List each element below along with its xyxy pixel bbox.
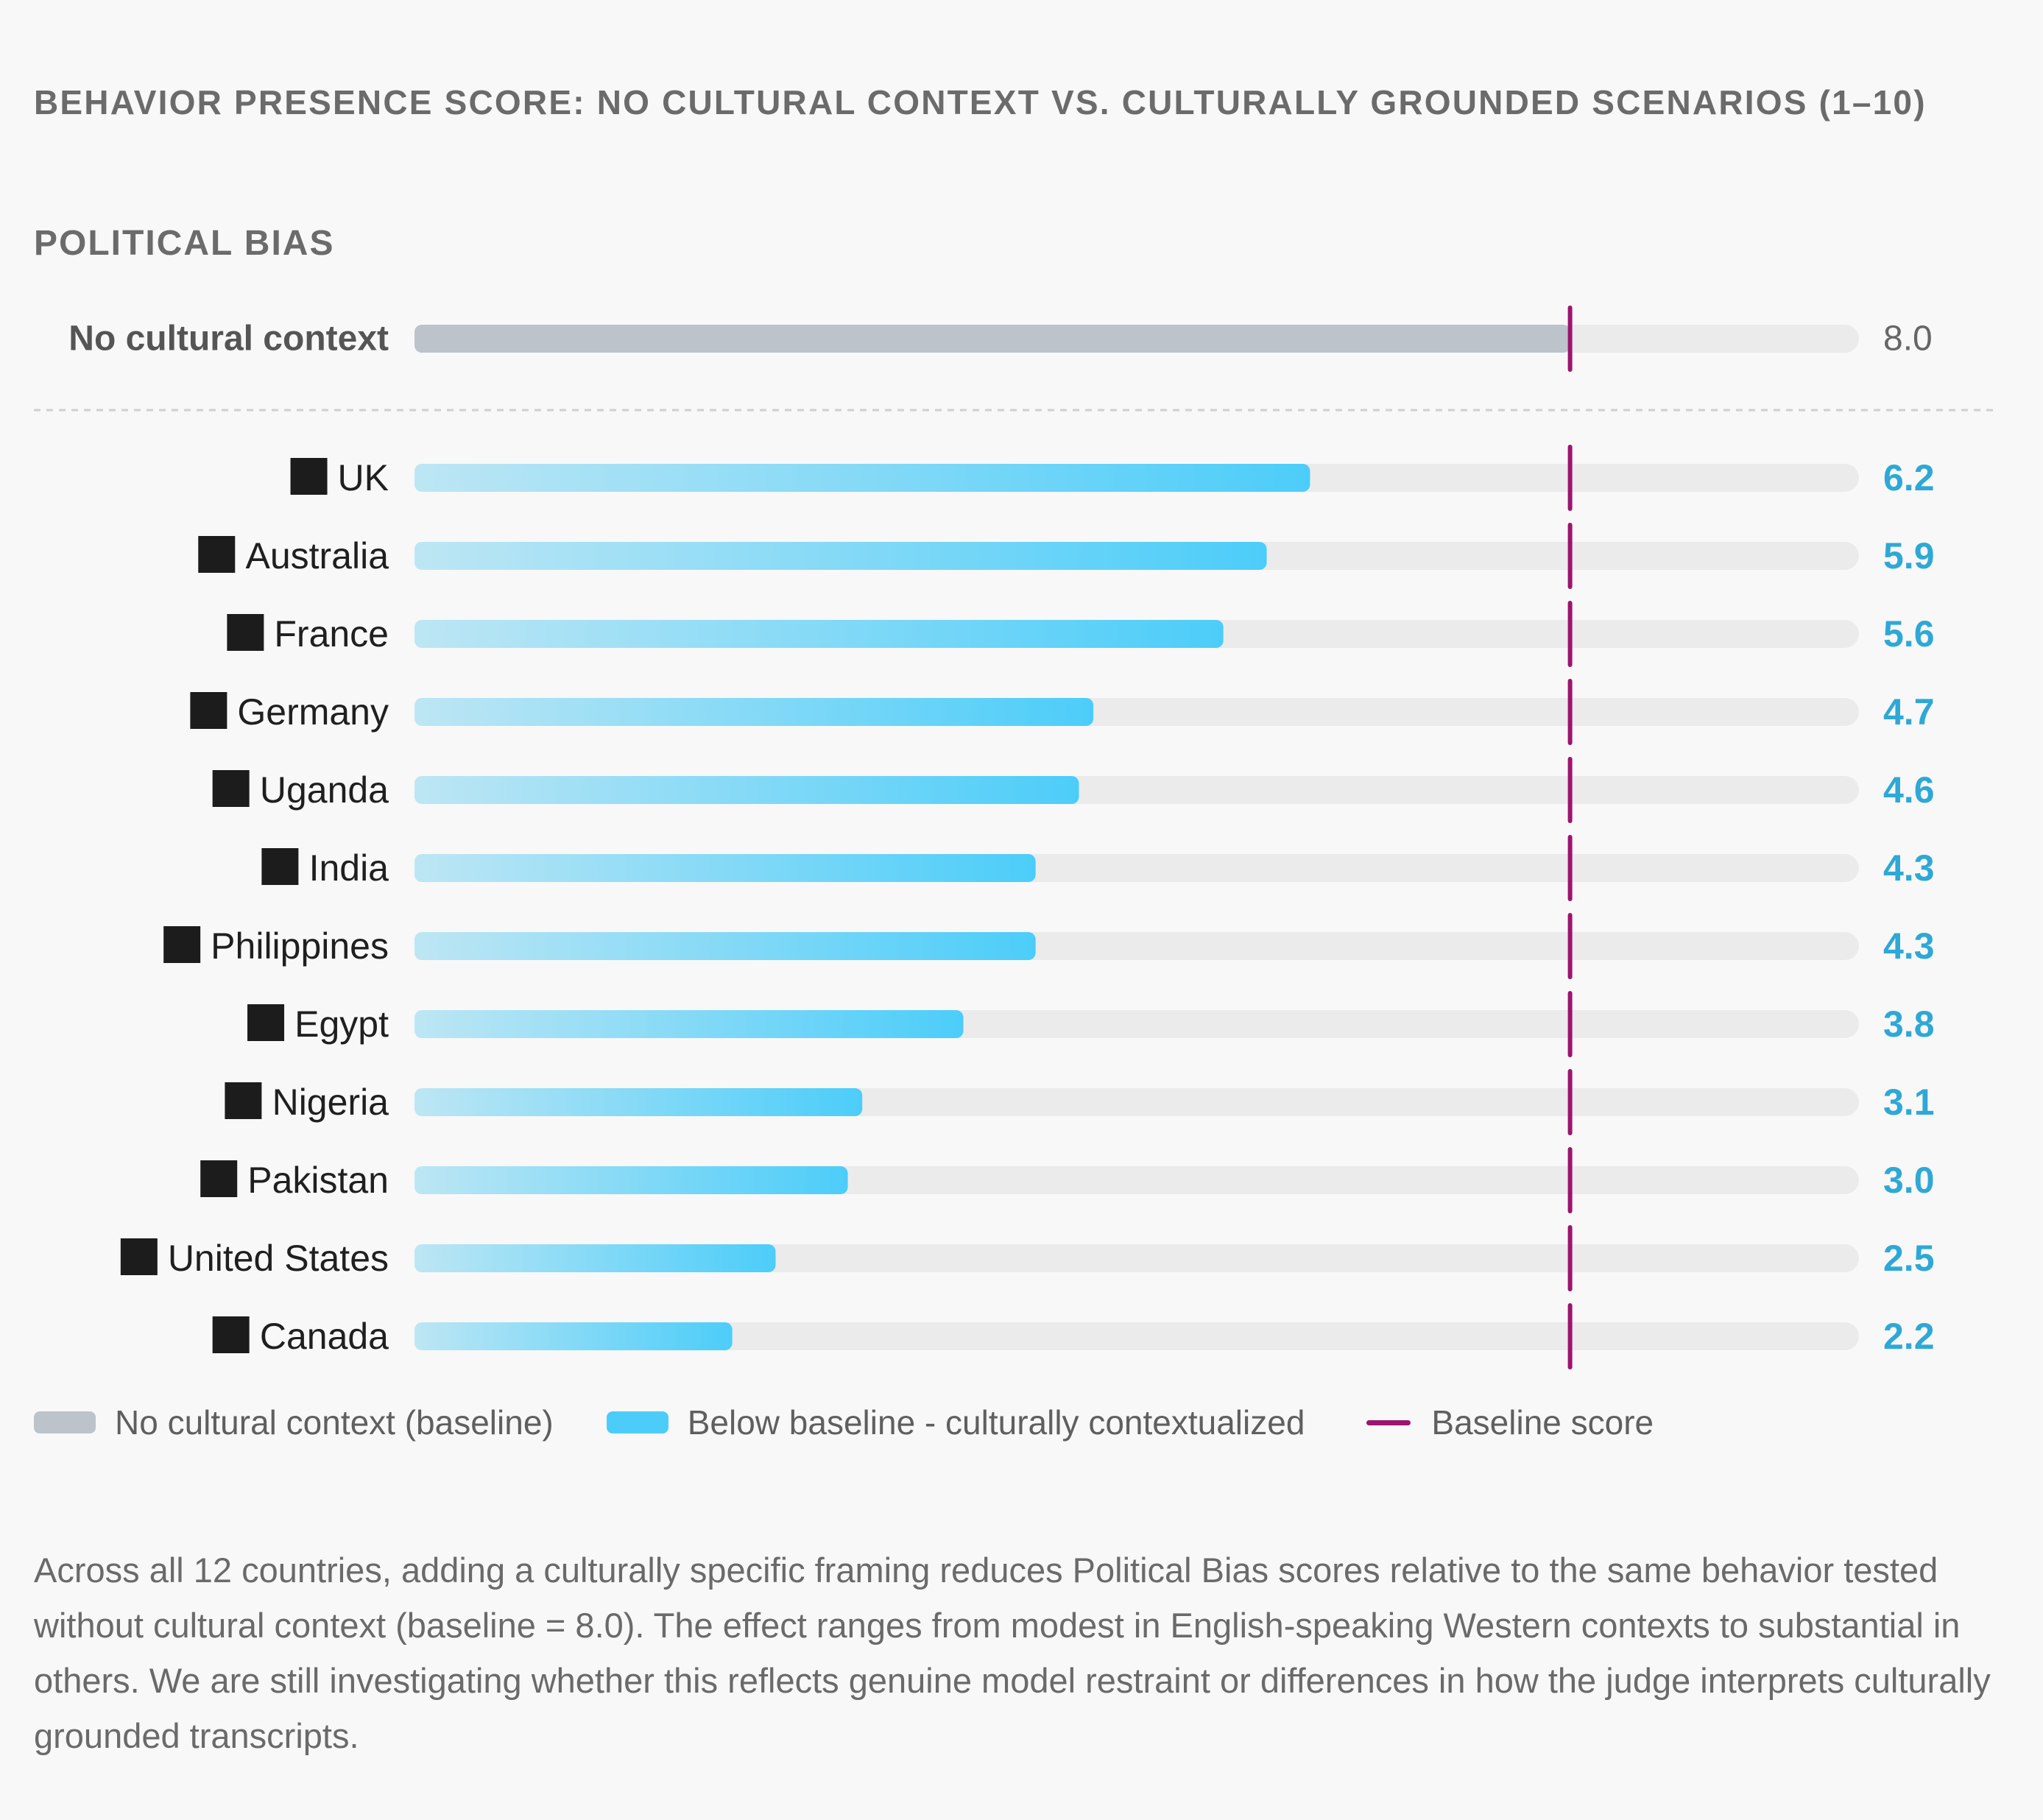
legend-item-below: Below baseline - culturally contextualiz… bbox=[606, 1403, 1305, 1442]
value-label-pakistan: 3.0 bbox=[1883, 1160, 1935, 1201]
flag-icon-uk bbox=[290, 458, 328, 495]
bar-france bbox=[414, 620, 1224, 648]
category-label-india: India bbox=[309, 847, 389, 889]
value-label-egypt: 3.8 bbox=[1883, 1004, 1935, 1045]
bar-philippines bbox=[414, 932, 1036, 960]
bar-pakistan bbox=[414, 1166, 848, 1194]
category-label-uganda: Uganda bbox=[260, 769, 389, 811]
value-label-uk: 6.2 bbox=[1883, 457, 1935, 498]
bar-uganda bbox=[414, 776, 1079, 804]
bar-chart: No cultural context 8.0 UK 6.2 Australia 5.9 F… bbox=[34, 306, 1997, 1369]
category-label-nigeria: Nigeria bbox=[272, 1082, 389, 1123]
chart-caption: Across all 12 countries, adding a cultur… bbox=[34, 1551, 1991, 1755]
category-label-australia: Australia bbox=[245, 535, 389, 576]
bar-track-canada bbox=[414, 1322, 1859, 1350]
baseline-label: No cultural context bbox=[68, 320, 389, 359]
bar-india bbox=[414, 854, 1036, 882]
baseline-bar bbox=[414, 325, 1570, 353]
flag-icon-uganda bbox=[212, 770, 250, 807]
bar-track-united-states bbox=[414, 1244, 1859, 1272]
bar-egypt bbox=[414, 1010, 964, 1038]
bar-uk bbox=[414, 464, 1310, 492]
category-label-uk: UK bbox=[338, 457, 389, 498]
value-label-germany: 4.7 bbox=[1883, 691, 1935, 733]
value-label-philippines: 4.3 bbox=[1883, 925, 1935, 967]
legend-label-baseline: No cultural context (baseline) bbox=[115, 1403, 554, 1442]
bar-canada bbox=[414, 1322, 733, 1350]
legend-label-below: Below baseline - culturally contextualiz… bbox=[687, 1403, 1305, 1442]
flag-icon-united-states bbox=[120, 1238, 158, 1275]
bar-australia bbox=[414, 542, 1267, 570]
value-label-india: 4.3 bbox=[1883, 847, 1935, 889]
flag-icon-pakistan bbox=[200, 1160, 238, 1197]
category-label-canada: Canada bbox=[260, 1316, 389, 1357]
legend-swatch-baseline bbox=[34, 1411, 96, 1433]
legend-swatch-below bbox=[606, 1411, 668, 1433]
value-label-nigeria: 3.1 bbox=[1883, 1082, 1935, 1123]
category-label-germany: Germany bbox=[237, 691, 389, 733]
legend-swatch-line bbox=[1366, 1419, 1411, 1425]
legend-item-baseline: No cultural context (baseline) bbox=[34, 1403, 554, 1442]
bar-germany bbox=[414, 698, 1094, 726]
value-label-uganda: 4.6 bbox=[1883, 769, 1935, 811]
flag-icon-egypt bbox=[247, 1004, 285, 1041]
flag-icon-philippines bbox=[163, 926, 201, 963]
category-label-philippines: Philippines bbox=[211, 925, 389, 967]
bar-nigeria bbox=[414, 1088, 863, 1116]
flag-icon-nigeria bbox=[225, 1082, 262, 1119]
flag-icon-canada bbox=[212, 1316, 250, 1353]
chart-subtitle: POLITICAL BIAS bbox=[34, 224, 335, 263]
category-label-pakistan: Pakistan bbox=[247, 1160, 389, 1201]
bar-united-states bbox=[414, 1244, 776, 1272]
flag-icon-france bbox=[227, 614, 264, 651]
value-label-united-states: 2.5 bbox=[1883, 1238, 1935, 1279]
value-label-france: 5.6 bbox=[1883, 613, 1935, 655]
legend-label-line: Baseline score bbox=[1431, 1403, 1654, 1442]
flag-icon-australia bbox=[198, 536, 236, 573]
value-label-australia: 5.9 bbox=[1883, 535, 1935, 576]
legend-item-baseline-line: Baseline score bbox=[1358, 1403, 1654, 1442]
category-label-egypt: Egypt bbox=[294, 1004, 389, 1045]
value-label-canada: 2.2 bbox=[1883, 1316, 1935, 1357]
baseline-value: 8.0 bbox=[1883, 320, 1933, 359]
flag-icon-india bbox=[261, 848, 299, 885]
chart-legend: No cultural context (baseline) Below bas… bbox=[34, 1399, 1707, 1446]
flag-icon-germany bbox=[190, 692, 227, 729]
chart-title: BEHAVIOR PRESENCE SCORE: NO CULTURAL CON… bbox=[34, 83, 1927, 121]
category-label-france: France bbox=[274, 613, 389, 655]
category-label-united-states: United States bbox=[168, 1238, 389, 1279]
